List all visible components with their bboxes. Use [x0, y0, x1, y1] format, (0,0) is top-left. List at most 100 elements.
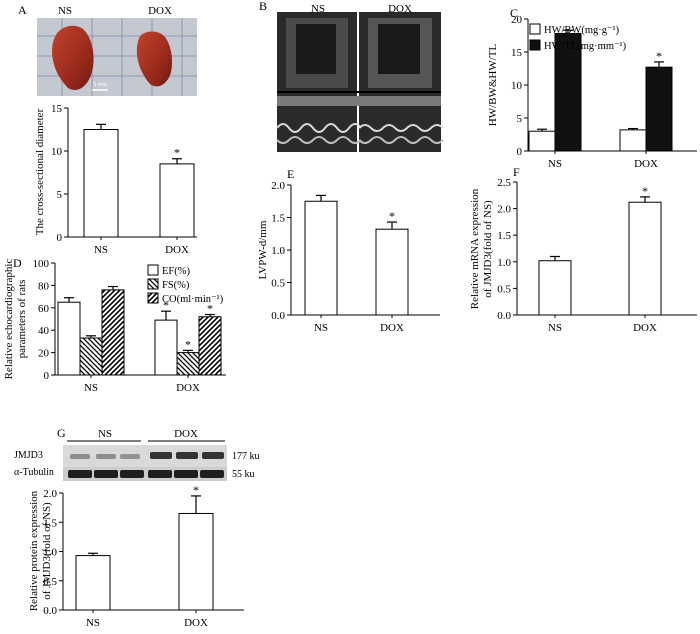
x-tick-label: DOX [184, 617, 208, 629]
y-tick-label: 0 [517, 146, 523, 158]
chart-letter: D [13, 256, 22, 270]
chart-c: C 0 5 10 15 20 HW/BW&HW/TL NS DOX * HW/BW(mg·g⁻¹) H… [487, 6, 697, 170]
y-axis-label: of JMJD3(fold of NS) [482, 200, 494, 298]
bar [75, 555, 111, 611]
y-tick-label: 15 [51, 103, 63, 115]
y-tick-label: 1.5 [43, 517, 57, 529]
x-tick-label: DOX [165, 244, 189, 256]
bar [554, 33, 582, 152]
y-axis-label: Relative mRNA expression [469, 188, 481, 309]
y-tick-label: 0.5 [497, 283, 511, 295]
x-tick-label: DOX [380, 322, 404, 334]
y-tick-label: 10 [511, 80, 523, 92]
significance-marker: * [185, 337, 191, 351]
bar [176, 352, 200, 376]
chart-letter: E [287, 167, 294, 181]
x-tick-label: NS [314, 322, 328, 334]
blot-size-tubulin: 55 ku [232, 469, 255, 480]
photo-label-dox: DOX [148, 5, 172, 17]
bar [101, 289, 125, 376]
bar [83, 129, 119, 238]
bar [198, 316, 222, 376]
bar [619, 129, 647, 152]
y-tick-label: 0.0 [497, 310, 511, 322]
blot-size-jmjd3: 177 ku [232, 451, 260, 462]
y-tick-label: 5 [57, 189, 63, 201]
y-axis-label: parameters of rats [16, 280, 28, 359]
y-tick-label: 0.0 [43, 605, 57, 617]
chart-f: F 0.0 0.5 1.0 1.5 2.0 2.5 Relative mRNA express… [469, 165, 697, 334]
y-tick-label: 1.0 [43, 547, 57, 559]
y-tick-label: 1.5 [497, 230, 511, 242]
blot-group-ns: NS [98, 428, 112, 440]
y-tick-label: 0.5 [271, 278, 285, 290]
legend-swatch [529, 23, 541, 35]
panel-b-echo: B NS DOX [259, 0, 444, 152]
blot-jmjd3-strip [63, 445, 227, 467]
legend-swatch [147, 292, 159, 304]
y-axis-label: of JMJD3(fold of NS) [41, 502, 53, 600]
y-tick-label: 80 [38, 280, 50, 292]
chart-letter: C [510, 6, 518, 20]
significance-marker: * [174, 146, 180, 160]
significance-marker: * [656, 49, 662, 63]
legend-swatch [529, 39, 541, 51]
y-tick-label: 2.0 [497, 204, 511, 216]
blot-group-dox: DOX [174, 428, 198, 440]
panel-g-blot: G NS DOX JMJD3 α-Tubulin 177 ku 55 ku [14, 426, 260, 481]
chart-letter: F [513, 165, 520, 179]
bar [57, 301, 81, 376]
bar [154, 319, 178, 376]
x-tick-label: NS [84, 382, 98, 394]
significance-marker: * [389, 209, 395, 223]
panel-a-letter: A [18, 3, 27, 17]
legend-label: CO(ml·min⁻¹) [162, 294, 224, 305]
bar [375, 228, 409, 316]
x-tick-label: DOX [634, 158, 658, 170]
legend-label: EF(%) [162, 266, 190, 277]
y-tick-label: 2.0 [43, 488, 57, 500]
legend-swatch [147, 264, 159, 276]
y-axis-label: The cross-sectional diameter [34, 108, 46, 235]
heart-ns-image [52, 25, 94, 91]
significance-marker: * [193, 483, 199, 497]
bar [159, 163, 195, 238]
bar [645, 66, 673, 152]
y-axis-label: Relative protein expression [28, 490, 40, 611]
charts: 0 5 10 15 The cross-sectional diameter NS DOX *… [3, 6, 697, 629]
y-tick-label: 60 [38, 303, 50, 315]
y-tick-label: 0.0 [271, 310, 285, 322]
y-tick-label: 100 [33, 258, 50, 270]
bar [178, 512, 214, 611]
bar [538, 260, 572, 316]
scale-bar-label: 5 mm [93, 82, 107, 88]
chart-a: 0 5 10 15 The cross-sectional diameter NS DOX * [34, 103, 197, 256]
y-tick-label: 20 [511, 14, 523, 26]
y-tick-label: 2.0 [271, 180, 285, 192]
bar [79, 337, 103, 376]
bar [628, 201, 662, 316]
x-tick-label: NS [548, 322, 562, 334]
y-tick-label: 15 [511, 47, 523, 59]
y-tick-label: 0 [44, 370, 50, 382]
x-tick-label: DOX [633, 322, 657, 334]
legend-label: HW/TL(mg·mm⁻¹) [544, 41, 627, 52]
panel-g-letter: G [57, 426, 66, 440]
x-tick-label: NS [86, 617, 100, 629]
x-tick-label: DOX [176, 382, 200, 394]
significance-marker: * [642, 184, 648, 198]
y-axis-label: LVPW-d/mm [257, 220, 269, 279]
significance-marker: * [163, 298, 169, 312]
y-tick-label: 5 [517, 113, 523, 125]
legend-label: FS(%) [162, 280, 190, 291]
y-tick-label: 1.0 [497, 257, 511, 269]
photo-label-ns: NS [58, 5, 72, 17]
panel-a-photo: A NS DOX 5 mm [18, 3, 197, 96]
y-axis-label: Relative echocardiographic [3, 259, 15, 380]
panel-b-letter: B [259, 0, 267, 13]
y-tick-label: 0 [57, 232, 63, 244]
y-tick-label: 0.5 [43, 576, 57, 588]
y-tick-label: 40 [38, 325, 50, 337]
